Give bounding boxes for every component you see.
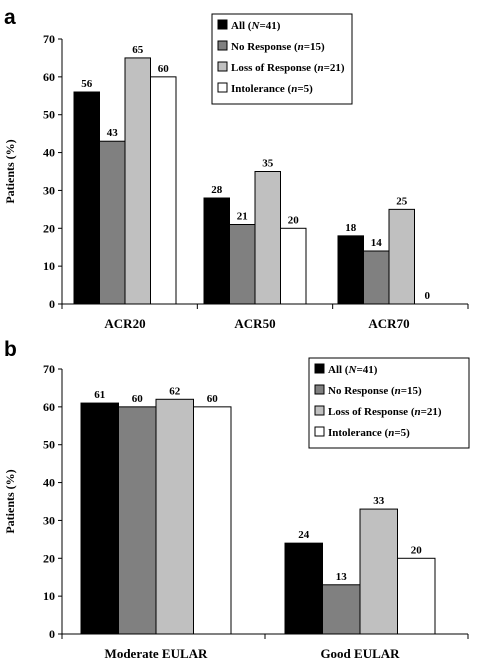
legend-entry: Loss of Response (n=21) [328,406,442,418]
data-label: 43 [107,127,119,139]
data-label: 20 [288,214,300,226]
bar-all [73,91,100,305]
chart-panel-b: b 0 10 20 30 40 50 60 70 Patients (%) 61 60 62 60 Mode… [3,338,470,661]
data-label: 33 [373,495,385,507]
y-axis-title: Patients (%) [3,139,17,203]
bar-no-response [229,224,256,305]
legend-swatch [217,19,228,30]
bar-loss-of-response [359,508,398,635]
data-label: 56 [81,78,93,90]
bar-loss-of-response [155,398,194,635]
panel-letter: b [4,338,17,361]
legend: All (N=41) No Response (n=15) Loss of Resp… [308,357,470,449]
bar-all [203,197,230,305]
bar-no-response [322,584,361,635]
bar-all [337,235,364,305]
data-label: 60 [158,63,170,75]
y-tick-label: 0 [49,627,55,641]
y-tick-label: 70 [43,362,55,376]
x-tick-label: ACR50 [234,316,275,331]
data-label: 24 [298,529,310,541]
bar-no-response [363,250,390,305]
data-label: 25 [396,195,408,207]
legend-box [308,357,470,449]
y-tick-label: 50 [43,108,55,122]
data-label: 21 [237,211,248,223]
legend-swatch [217,61,228,72]
y-tick-label: 50 [43,438,55,452]
y-tick-label: 30 [43,183,55,197]
y-tick-label: 10 [43,259,55,273]
data-label: 60 [132,393,144,405]
y-tick-label: 20 [43,551,55,565]
bar-all [284,542,323,635]
bar-all [80,402,119,635]
y-tick-label: 30 [43,513,55,527]
y-tick-label: 10 [43,589,55,603]
y-tick-label: 0 [49,297,55,311]
legend-entry: No Response (n=15) [328,385,422,397]
bar-no-response [118,406,157,635]
bar-intolerance [193,406,232,635]
legend-entry: Intolerance (n=5) [328,427,410,439]
y-tick-label: 70 [43,32,55,46]
y-tick-label: 20 [43,221,55,235]
y-tick-label: 40 [43,146,55,160]
data-label: 0 [425,290,431,302]
bar-intolerance [280,227,307,305]
y-tick-label: 60 [43,70,55,84]
data-label: 62 [169,385,181,397]
bar-no-response [99,140,126,305]
bar-intolerance [150,76,177,305]
data-label: 61 [94,389,105,401]
legend: All (N=41) No Response (n=15) Loss of Resp… [211,13,353,105]
legend-entry: All (N=41) [328,364,378,376]
bar-loss-of-response [124,57,151,305]
bar-loss-of-response [254,171,281,305]
data-label: 18 [345,222,357,234]
legend-entry: Intolerance (n=5) [231,83,313,95]
data-label: 20 [411,544,423,556]
legend-swatch [314,426,325,437]
data-label: 13 [336,571,348,583]
bar-loss-of-response [388,208,415,305]
y-axis-title: Patients (%) [3,469,17,533]
data-label: 65 [132,44,144,56]
x-tick-label: Good EULAR [320,646,400,661]
y-tick-label: 40 [43,476,55,490]
panel-letter: a [4,6,16,29]
y-tick-label: 60 [43,400,55,414]
legend-swatch [314,363,325,374]
x-tick-label: ACR20 [104,316,145,331]
x-tick-label: Moderate EULAR [105,646,209,661]
data-label: 60 [207,393,219,405]
legend-swatch [314,405,325,416]
legend-swatch [217,82,228,93]
bar-intolerance [397,557,436,635]
legend-swatch [314,384,325,395]
data-label: 35 [262,158,274,170]
legend-box [211,13,353,105]
data-label: 14 [371,237,383,249]
legend-entry: All (N=41) [231,20,281,32]
data-label: 28 [211,184,223,196]
legend-swatch [217,40,228,51]
legend-entry: Loss of Response (n=21) [231,62,345,74]
legend-entry: No Response (n=15) [231,41,325,53]
chart-panel-a: a 0 10 20 30 40 50 60 70 Patients (%) 56 43 65 60 ACR2… [3,6,469,331]
x-tick-label: ACR70 [368,316,409,331]
